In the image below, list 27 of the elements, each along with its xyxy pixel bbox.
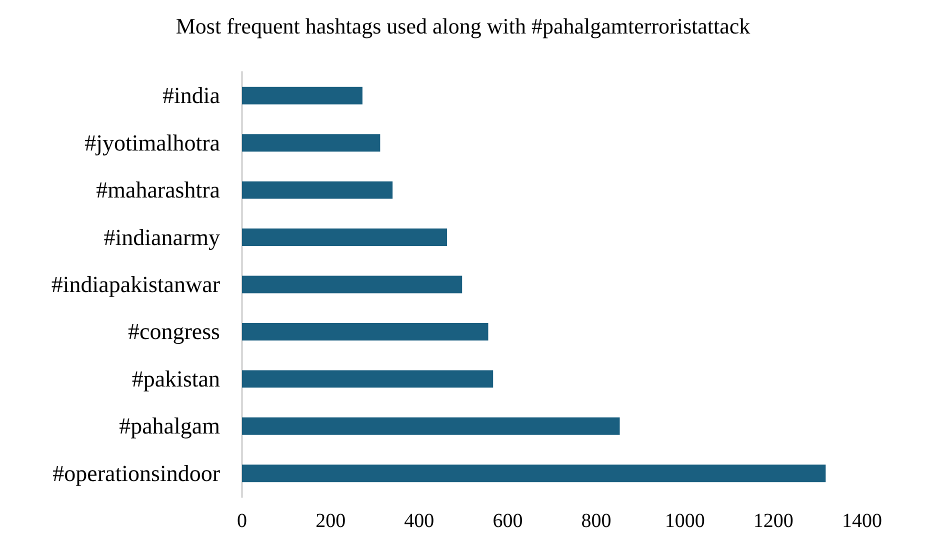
x-tick-label: 0: [237, 510, 247, 532]
y-tick-label: #pakistan: [132, 366, 220, 392]
y-tick-label: #congress: [128, 319, 220, 344]
y-tick-label: #pahalgam: [119, 414, 220, 439]
bar: [242, 86, 362, 104]
bar: [242, 228, 448, 246]
x-tick-label: 800: [581, 510, 612, 532]
x-tick-label: 1400: [842, 510, 882, 532]
y-tick-label: #jyotimalhotra: [84, 130, 220, 156]
bar: [242, 276, 462, 294]
bar: [242, 370, 494, 388]
x-tick-label: 1200: [753, 510, 794, 532]
bar: [242, 417, 620, 435]
y-tick-label: #operationsindoor: [52, 460, 220, 486]
y-tick-label: #indianarmy: [104, 224, 220, 250]
x-tick-label: 400: [404, 510, 434, 532]
x-tick-label: 200: [316, 510, 346, 532]
y-tick-label: #maharashtra: [96, 178, 220, 203]
y-tick-label: #indiapakistanwar: [51, 272, 220, 297]
bar: [242, 464, 826, 482]
bar: [242, 134, 380, 152]
bar: [242, 181, 393, 199]
y-tick-label: #india: [162, 83, 220, 108]
chart-title: Most frequent hashtags used along with #pahalgamterroristattack: [176, 14, 750, 38]
bar: [242, 322, 488, 340]
x-tick-label: 600: [492, 510, 523, 532]
x-tick-label: 1000: [664, 510, 705, 532]
